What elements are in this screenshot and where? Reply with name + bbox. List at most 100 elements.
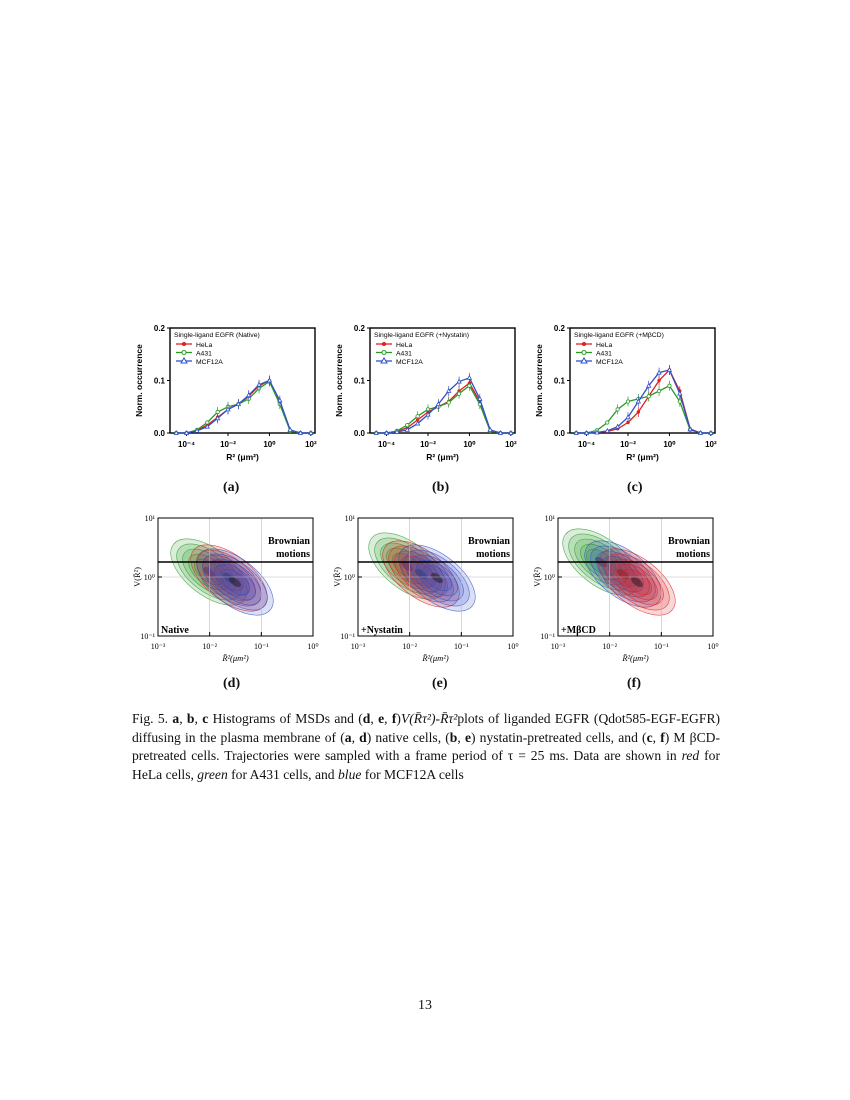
data-point	[636, 410, 641, 414]
legend-marker	[580, 357, 588, 364]
contour-svg-f: Brownian motions +MβCD 10⁻¹ 10⁰ 10¹ 10⁻³ 10⁻² 10…	[532, 514, 719, 663]
brownian-label: Brownian	[268, 536, 310, 547]
y-tick-label: 10⁻¹	[340, 632, 355, 641]
x-tick-label: 10⁻¹	[654, 642, 669, 651]
contour-panel-e: Brownian motions +Nystatin 10⁻¹ 10⁰ 10¹ 10⁻³ 10…	[330, 510, 525, 674]
series-line-hela	[376, 382, 511, 434]
caption-ref-b: b	[186, 711, 195, 726]
data-point	[456, 378, 462, 384]
data-point	[646, 394, 651, 399]
legend-marker	[380, 357, 388, 364]
caption-green: green	[197, 766, 228, 782]
data-point	[677, 399, 682, 404]
x-tick-label: 10⁰	[263, 440, 276, 449]
y-tick-label: 10¹	[545, 514, 556, 523]
motions-label: motions	[276, 549, 310, 560]
motions-label: motions	[676, 549, 710, 560]
data-point	[625, 399, 631, 404]
x-tick-label: 10⁻²	[220, 440, 236, 449]
x-tick-label: 10⁰	[507, 642, 518, 651]
x-tick-label: 10⁻²	[402, 642, 417, 651]
data-point	[214, 415, 221, 421]
y-tick-label: 10⁻¹	[540, 632, 555, 641]
data-point	[646, 382, 652, 388]
brownian-label: Brownian	[668, 536, 710, 547]
data-point	[666, 366, 673, 372]
x-tick-label: 10⁻⁴	[578, 440, 595, 449]
y-tick-label: 0.0	[354, 429, 366, 438]
x-axis-label: R² (μm²)	[226, 452, 259, 462]
contour-panel-f: Brownian motions +MβCD 10⁻¹ 10⁰ 10¹ 10⁻³ 10⁻² 10…	[530, 510, 725, 674]
x-axis-label: R² (μm²)	[426, 452, 459, 462]
caption-ref-b2: b	[449, 729, 458, 745]
data-point	[435, 401, 442, 407]
y-tick-label: 10⁰	[344, 573, 355, 582]
y-tick-label: 10⁰	[144, 573, 155, 582]
legend-label: A431	[596, 351, 612, 358]
x-tick-label: 10²	[505, 440, 517, 449]
x-tick-label: 10⁻³	[151, 642, 166, 651]
data-point	[656, 388, 662, 394]
series-line-hela	[176, 379, 311, 434]
caption-ref-c: c	[202, 711, 209, 726]
density-peak	[631, 576, 643, 588]
data-point	[373, 429, 379, 435]
data-point	[235, 401, 242, 407]
caption-ref-f: f	[391, 711, 397, 726]
x-tick-label: 10⁻²	[202, 642, 217, 651]
legend-title: Single-ligand EGFR (+Nystatin)	[374, 332, 469, 339]
data-point	[204, 423, 210, 429]
caption-ref-a2: a	[344, 729, 352, 745]
caption-ref-e2: e	[464, 729, 471, 745]
x-axis-label: R̄²(μm²)	[221, 653, 249, 663]
data-point	[573, 429, 579, 435]
legend-title: Single-ligand EGFR (+MβCD)	[574, 332, 664, 339]
data-point	[477, 395, 483, 401]
histogram-panel-b: 0.0 0.1 0.2 10⁻⁴ 10⁻² 10⁰ 10² R² (μm²) Norm. occ…	[330, 318, 525, 482]
data-point	[215, 409, 220, 415]
legend-marker	[181, 350, 187, 355]
data-point	[446, 400, 451, 405]
x-tick-label: 10⁰	[307, 642, 318, 651]
contour-svg-d: Brownian motions Native 10⁻¹ 10⁰ 10¹ 10⁻³ 10⁻² 1…	[132, 514, 319, 663]
data-point	[626, 420, 630, 425]
y-tick-label: 0.0	[154, 429, 166, 438]
histogram-svg-b: 0.0 0.1 0.2 10⁻⁴ 10⁻² 10⁰ 10² R² (μm²) Norm. occ…	[334, 324, 517, 462]
subfigure-label-c: (c)	[627, 480, 643, 495]
caption-text-2: )	[396, 711, 401, 726]
caption-formula: V(R̄τ²)-R̄τ²	[400, 711, 458, 726]
x-tick-label: 10⁰	[463, 440, 476, 449]
caption-ref-c2: c	[646, 729, 653, 745]
x-tick-label: 10⁻²	[420, 440, 436, 449]
motions-label: motions	[476, 549, 510, 560]
y-tick-label: 0.1	[554, 377, 566, 386]
caption-ref-e: e	[378, 711, 385, 726]
data-point	[414, 420, 421, 426]
series-line-hela	[576, 368, 711, 434]
caption-ref-d: d	[362, 711, 371, 726]
data-point	[583, 429, 590, 435]
data-point	[508, 429, 514, 435]
series-line-mcf12a	[576, 369, 711, 434]
data-point	[405, 423, 410, 428]
y-tick-label: 0.2	[354, 324, 366, 333]
legend-label: MCF12A	[196, 359, 223, 366]
condition-label: +Nystatin	[361, 625, 403, 636]
y-tick-label: 0.1	[354, 377, 366, 386]
data-point	[635, 398, 642, 404]
data-point	[297, 429, 304, 435]
data-point	[183, 429, 190, 435]
caption-text-1: Histograms of MSDs and (	[212, 711, 363, 726]
data-point	[708, 429, 714, 435]
series-line-a431	[376, 384, 511, 434]
legend-marker	[381, 350, 387, 355]
y-tick-label: 10¹	[145, 514, 156, 523]
y-axis-label: V(R̄²)	[332, 567, 342, 587]
legend-label: A431	[396, 351, 412, 358]
x-tick-label: 10²	[705, 440, 717, 449]
density-peak	[431, 572, 443, 584]
data-point	[487, 426, 493, 432]
data-point	[456, 391, 462, 396]
y-tick-label: 10¹	[345, 514, 356, 523]
data-point	[497, 429, 504, 435]
